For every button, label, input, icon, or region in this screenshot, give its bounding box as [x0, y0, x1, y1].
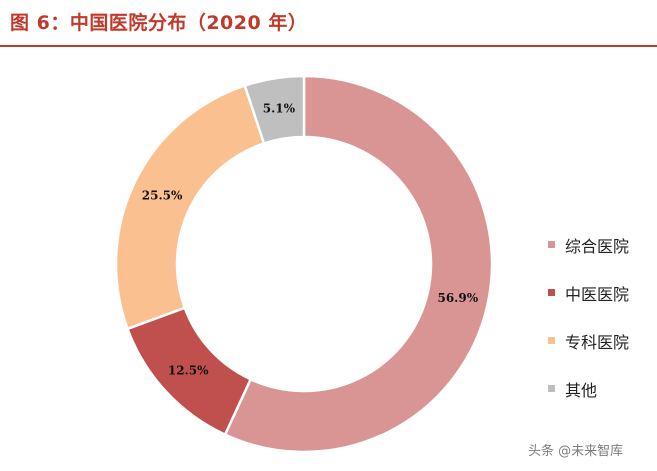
legend-label: 专科医院: [565, 332, 630, 352]
watermark: 头条 @未来智库: [528, 444, 624, 459]
legend-item-specialty-hospital: 专科医院: [548, 328, 629, 353]
label-other: 5.1%: [263, 102, 296, 116]
legend-item-general-hospital: 综合医院: [548, 232, 629, 257]
legend-item-tcm-hospital: 中医医院: [548, 280, 629, 305]
slice-other: [243, 74, 306, 146]
legend-label: 其他: [565, 380, 598, 400]
label-tcm-hospital: 12.5%: [168, 364, 209, 378]
legend-swatch: [548, 289, 555, 296]
legend-item-other: 其他: [548, 376, 629, 401]
legend-label: 中医医院: [565, 284, 630, 304]
page-title: 图 6：中国医院分布（2020 年）: [10, 12, 308, 34]
slice-general-hospital: [223, 74, 494, 454]
chart-legend: 综合医院 中医医院 专科医院 其他: [548, 232, 629, 424]
legend-swatch: [548, 385, 555, 392]
title-divider: [0, 45, 657, 47]
label-specialty-hospital: 25.5%: [142, 189, 183, 203]
slice-specialty-hospital: [114, 83, 266, 331]
legend-swatch: [548, 337, 555, 344]
label-general-hospital: 56.9%: [437, 291, 478, 305]
legend-label: 综合医院: [565, 236, 630, 256]
legend-swatch: [548, 241, 555, 248]
